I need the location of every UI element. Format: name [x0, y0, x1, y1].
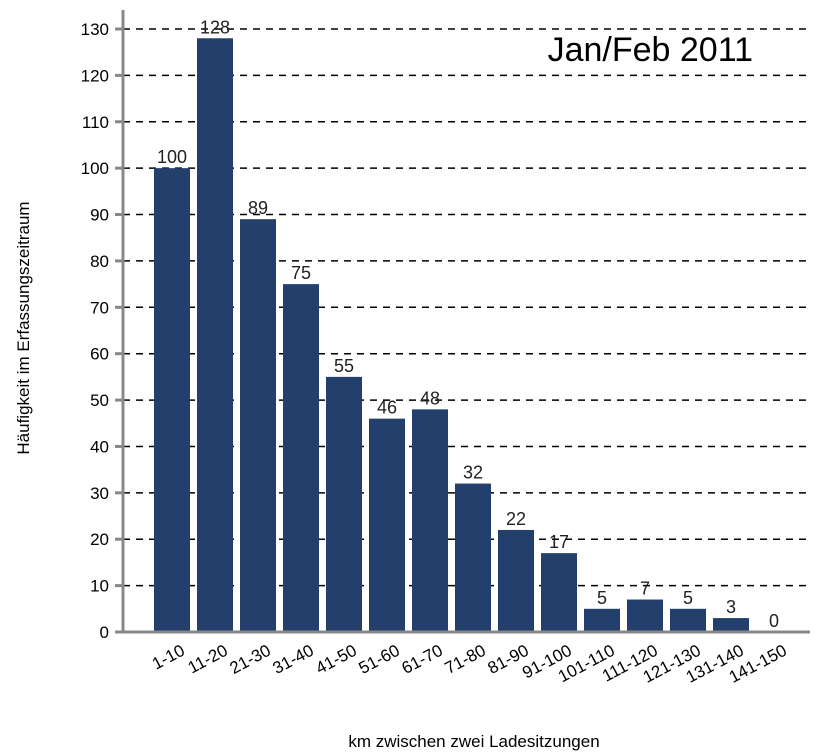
data-label: 22 — [506, 509, 526, 529]
data-label: 3 — [726, 597, 736, 617]
data-label: 0 — [769, 611, 779, 631]
y-tick-label: 30 — [90, 484, 109, 503]
axes — [121, 10, 810, 634]
bar — [670, 608, 706, 632]
bar — [197, 38, 233, 633]
bar — [369, 418, 405, 632]
x-tick-label: 71-80 — [442, 641, 489, 678]
y-tick-labels: 0 10 20 30 40 50 60 70 80 90 100 110 120 130 — [81, 20, 109, 642]
data-label: 48 — [420, 388, 440, 408]
data-label: 5 — [683, 588, 693, 608]
x-axis-title: km zwischen zwei Ladesitzungen — [348, 732, 599, 751]
x-tick-label: 21-30 — [227, 641, 274, 678]
data-label: 55 — [334, 356, 354, 376]
y-tick-label: 90 — [90, 206, 109, 225]
x-tick-label: 11-20 — [185, 641, 231, 678]
bar — [627, 599, 663, 632]
data-label: 89 — [248, 198, 268, 218]
y-tick-label: 130 — [81, 20, 109, 39]
y-tick-label: 40 — [90, 437, 109, 456]
x-tick-label: 61-70 — [399, 641, 446, 678]
bars — [154, 38, 749, 633]
data-label: 46 — [377, 398, 397, 418]
bar — [541, 553, 577, 632]
y-tick-label: 80 — [90, 252, 109, 271]
bar — [240, 219, 276, 632]
y-tick-label: 50 — [90, 391, 109, 410]
y-tick-label: 100 — [81, 159, 109, 178]
data-label: 32 — [463, 463, 483, 483]
data-label: 75 — [291, 263, 311, 283]
y-tick-label: 0 — [100, 623, 109, 642]
y-tick-label: 20 — [90, 530, 109, 549]
chart-annotation: Jan/Feb 2011 — [548, 31, 753, 69]
y-tick-label: 120 — [81, 66, 109, 85]
x-tick-label: 1-10 — [149, 641, 188, 674]
x-tick-label: 51-60 — [356, 641, 403, 678]
data-label: 100 — [157, 147, 187, 167]
x-tick-label: 31-40 — [270, 641, 317, 678]
x-tick-label: 41-50 — [313, 641, 360, 678]
y-tick-label: 70 — [90, 298, 109, 317]
bar — [498, 529, 534, 632]
data-label: 128 — [200, 17, 230, 37]
data-label: 17 — [549, 532, 569, 552]
bar — [283, 284, 319, 632]
bar — [584, 608, 620, 632]
data-label: 5 — [597, 588, 607, 608]
bar — [455, 483, 491, 632]
y-axis-title: Häufigkeit im Erfassungszeitraum — [14, 201, 33, 454]
data-label: 7 — [640, 579, 650, 599]
y-tick-label: 10 — [90, 577, 109, 596]
y-tick-label: 110 — [82, 113, 109, 132]
bar — [326, 376, 362, 632]
y-tick-label: 60 — [90, 345, 109, 364]
bar — [713, 618, 749, 632]
bar — [154, 168, 190, 632]
x-tick-labels: 1-1011-2021-3031-4041-5051-6061-7071-808… — [149, 641, 790, 687]
bar — [412, 409, 448, 632]
